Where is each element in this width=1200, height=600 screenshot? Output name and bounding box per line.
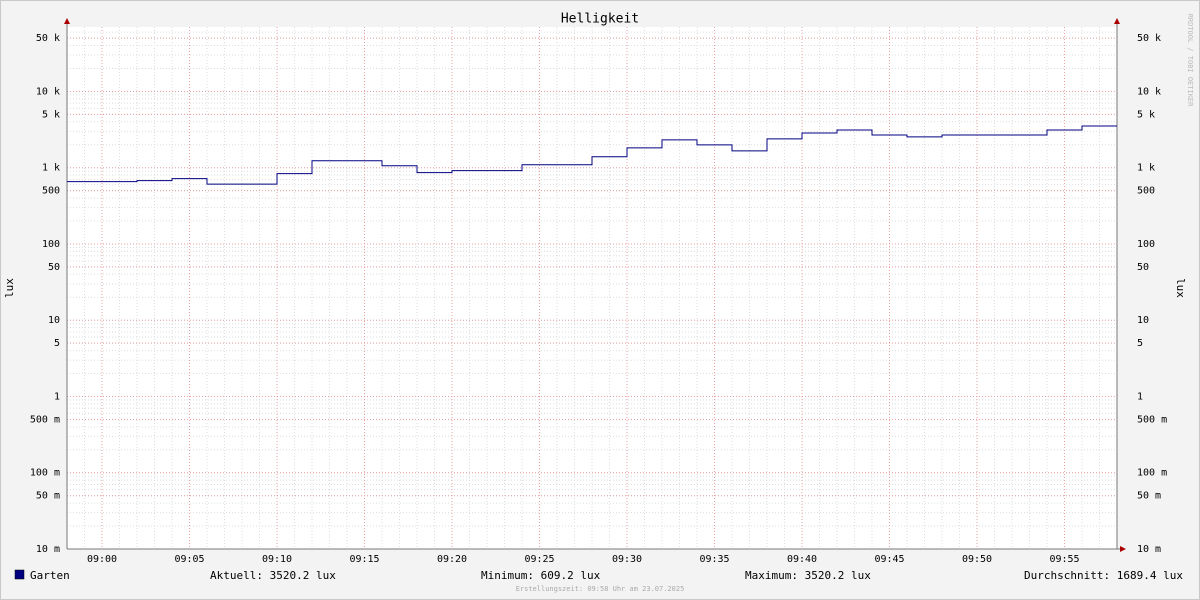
y-axis-label: lux xyxy=(3,278,16,298)
stat-label: Minimum: xyxy=(481,569,534,582)
y2-tick-label: 50 k xyxy=(1137,33,1161,44)
y2-tick-label: 10 xyxy=(1137,315,1149,326)
stat-value: 609.2 xyxy=(541,569,574,582)
y-tick-label: 100 m xyxy=(30,468,60,479)
stat: Durchschnitt: 1689.4 lux xyxy=(1024,569,1183,582)
x-tick-label: 09:25 xyxy=(524,554,554,565)
grid xyxy=(67,27,1117,550)
y2-axis-label: lux xyxy=(1174,278,1187,298)
stat: Minimum: 609.2 lux xyxy=(481,569,601,582)
y-tick-label: 1 k xyxy=(42,163,60,174)
x-tick-label: 09:30 xyxy=(612,554,642,565)
x-tick-label: 09:10 xyxy=(262,554,292,565)
y-tick-label: 50 k xyxy=(36,33,60,44)
x-tick-label: 09:20 xyxy=(437,554,467,565)
y-tick-label: 1 xyxy=(54,391,60,402)
y-tick-label: 10 xyxy=(48,315,60,326)
x-tick-label: 09:05 xyxy=(174,554,204,565)
stat: Maximum: 3520.2 lux xyxy=(745,569,871,582)
y2-tick-label: 500 m xyxy=(1137,414,1167,425)
stat-unit: lux xyxy=(580,569,600,582)
y2-tick-label: 500 xyxy=(1137,186,1155,197)
y-tick-label: 10 k xyxy=(36,86,60,97)
stat-unit: lux xyxy=(1163,569,1183,582)
stat-label: Maximum: xyxy=(745,569,798,582)
stat-value: 3520.2 xyxy=(270,569,310,582)
y-tick-label: 50 xyxy=(48,262,60,273)
x-tick-label: 09:50 xyxy=(962,554,992,565)
axis-arrow xyxy=(64,18,70,24)
y2-tick-label: 1 k xyxy=(1137,163,1155,174)
chart-title: Helligkeit xyxy=(561,12,639,27)
y2-tick-label: 1 xyxy=(1137,391,1143,402)
series-line xyxy=(67,125,1117,185)
stat-unit: lux xyxy=(851,569,871,582)
y-tick-label: 50 m xyxy=(36,491,60,502)
y-tick-label: 5 k xyxy=(42,109,60,120)
stat: Aktuell: 3520.2 lux xyxy=(210,569,336,582)
y2-tick-label: 50 m xyxy=(1137,491,1161,502)
y-tick-label: 500 m xyxy=(30,414,60,425)
y2-tick-label: 50 xyxy=(1137,262,1149,273)
axis-arrow xyxy=(1120,546,1126,552)
y2-tick-label: 10 m xyxy=(1137,544,1161,555)
stat-value: 1689.4 xyxy=(1117,569,1157,582)
stat-value: 3520.2 xyxy=(805,569,845,582)
stat-label: Aktuell: xyxy=(210,569,263,582)
y2-tick-label: 100 m xyxy=(1137,468,1167,479)
x-tick-label: 09:40 xyxy=(787,554,817,565)
y-tick-label: 100 xyxy=(42,239,60,250)
x-tick-label: 09:00 xyxy=(87,554,117,565)
y2-tick-label: 5 xyxy=(1137,338,1143,349)
x-tick-label: 09:15 xyxy=(349,554,379,565)
y-tick-label: 10 m xyxy=(36,544,60,555)
y-tick-label: 500 xyxy=(42,186,60,197)
footer: Erstellungszeit: 09:58 Uhr am 23.07.2025 xyxy=(516,585,685,593)
y2-tick-label: 5 k xyxy=(1137,109,1155,120)
legend-label: Garten xyxy=(30,569,70,582)
x-tick-label: 09:55 xyxy=(1049,554,1079,565)
x-tick-label: 09:45 xyxy=(874,554,904,565)
stat-label: Durchschnitt: xyxy=(1024,569,1110,582)
y2-tick-label: 10 k xyxy=(1137,86,1161,97)
watermark: RRDTOOL / TOBI OETIKER xyxy=(1186,14,1194,108)
y2-tick-label: 100 xyxy=(1137,239,1155,250)
axis-arrow xyxy=(1114,18,1120,24)
x-tick-label: 09:35 xyxy=(699,554,729,565)
stat-unit: lux xyxy=(316,569,336,582)
legend-swatch xyxy=(14,569,25,580)
y-tick-label: 5 xyxy=(54,338,60,349)
